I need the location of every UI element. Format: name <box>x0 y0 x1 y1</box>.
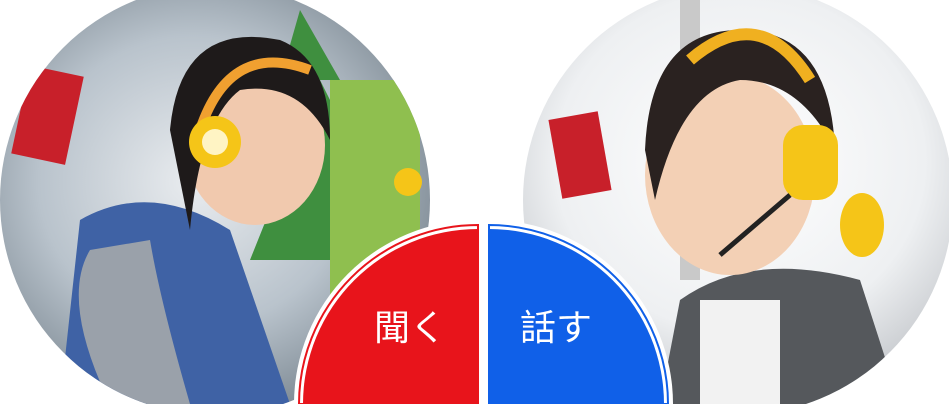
page: {"buttons": [{"label": "聞く"}, {"label": … <box>0 0 949 404</box>
hero: 聞く 話す <box>0 0 949 404</box>
button-label[interactable]: 話す <box>520 308 592 349</box>
button-label[interactable]: 聞く <box>374 308 446 349</box>
